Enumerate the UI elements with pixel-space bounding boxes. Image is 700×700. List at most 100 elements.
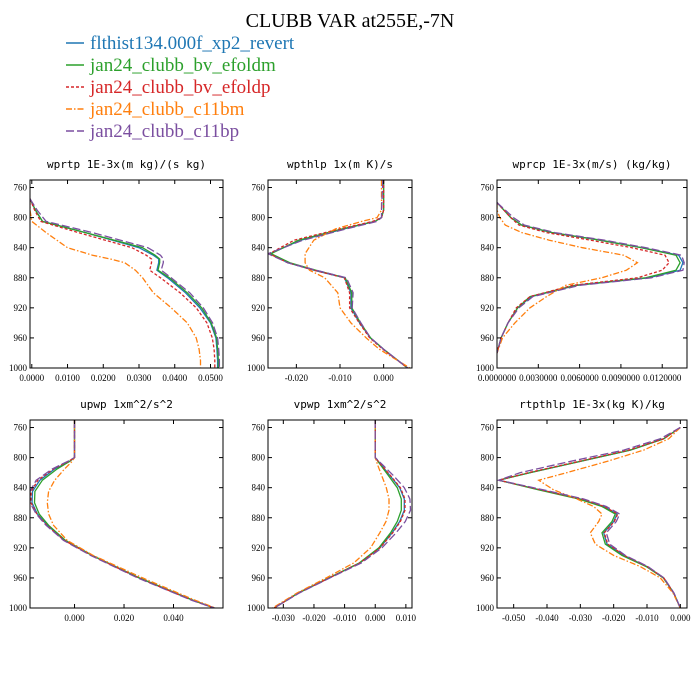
legend-entry: jan24_clubb_c11bm — [89, 99, 245, 120]
plot-frame — [267, 419, 413, 609]
plot-frame — [267, 179, 413, 369]
x-tick-label: -0.050 — [502, 613, 526, 623]
y-tick-label: 880 — [14, 513, 28, 523]
series-line-5 — [273, 420, 412, 608]
series-line-5 — [268, 180, 409, 368]
plot-frame — [29, 419, 224, 609]
x-tick-label: 0.040 — [163, 613, 184, 623]
y-tick-label: 1000 — [9, 363, 28, 373]
x-tick-label: -0.010 — [333, 613, 357, 623]
y-tick-label: 1000 — [9, 603, 28, 613]
x-tick-label: 0.0000 — [19, 373, 44, 383]
series-line-3 — [273, 420, 406, 608]
x-tick-label: 0.000 — [64, 613, 85, 623]
y-tick-label: 960 — [14, 573, 28, 583]
x-tick-label: 0.0300 — [127, 373, 152, 383]
y-tick-label: 920 — [14, 303, 28, 313]
y-tick-label: 800 — [14, 453, 28, 463]
subplot-2: wpthlp 1x(m K)/s 760 800 840 880 920 960 1000 -0… — [247, 158, 413, 383]
y-tick-label: 800 — [14, 213, 28, 223]
y-tick-label: 960 — [252, 573, 266, 583]
x-tick-label: -0.020 — [302, 613, 326, 623]
y-tick-label: 800 — [481, 453, 495, 463]
x-tick-label: 0.0500 — [198, 373, 223, 383]
y-tick-label: 840 — [14, 483, 28, 493]
y-tick-label: 880 — [252, 273, 266, 283]
series-group — [268, 180, 411, 368]
legend: flthist134.000f_xp2_revertjan24_clubb_bv… — [66, 33, 295, 142]
x-tick-label: -0.030 — [272, 613, 296, 623]
figure-title: CLUBB VAR at255E,-7N — [246, 10, 455, 32]
y-tick-label: 920 — [252, 303, 266, 313]
y-tick-label: 840 — [252, 243, 266, 253]
series-line-1 — [273, 420, 405, 608]
y-tick-label: 880 — [481, 273, 495, 283]
subplot-5: vpwp 1xm^2/s^2 760 800 840 880 920 960 1000 -0.0… — [247, 398, 416, 623]
subplot-title: wprcp 1E-3x(m/s) (kg/kg) — [513, 158, 672, 171]
x-tick-label: -0.040 — [535, 613, 559, 623]
x-tick-label: 0.010 — [396, 613, 417, 623]
y-tick-label: 920 — [14, 543, 28, 553]
y-tick-label: 800 — [481, 213, 495, 223]
x-tick-label: -0.010 — [328, 373, 352, 383]
x-tick-label: 0.000 — [365, 613, 386, 623]
y-tick-label: 920 — [252, 543, 266, 553]
series-line-2 — [269, 180, 409, 368]
y-tick-label: 1000 — [476, 603, 495, 613]
series-group — [272, 420, 412, 608]
y-tick-label: 920 — [481, 543, 495, 553]
x-tick-label: 0.0400 — [162, 373, 187, 383]
legend-entry: flthist134.000f_xp2_revert — [90, 33, 295, 54]
series-line-3 — [30, 420, 215, 608]
plot-frame — [496, 179, 688, 369]
series-line-1 — [268, 180, 409, 368]
series-group — [30, 198, 221, 368]
series-line-2 — [273, 420, 402, 608]
series-line-4 — [537, 427, 681, 608]
y-tick-label: 760 — [252, 423, 266, 433]
series-line-5 — [30, 420, 215, 608]
y-tick-label: 840 — [481, 243, 495, 253]
y-tick-label: 840 — [14, 243, 28, 253]
y-tick-label: 1000 — [247, 363, 266, 373]
legend-entry: jan24_clubb_bv_efoldm — [89, 55, 276, 76]
panels: wprtp 1E-3x(m kg)/(s kg) 760 800 840 880 920 9… — [9, 158, 691, 623]
series-line-1 — [31, 420, 215, 608]
y-tick-label: 760 — [481, 423, 495, 433]
y-tick-label: 960 — [252, 333, 266, 343]
series-group — [497, 426, 681, 608]
series-line-1 — [498, 426, 681, 608]
y-tick-label: 880 — [14, 273, 28, 283]
x-tick-label: 0.0120000 — [643, 373, 682, 383]
series-line-2 — [498, 426, 681, 608]
y-tick-label: 840 — [252, 483, 266, 493]
x-tick-label: 0.000 — [670, 613, 691, 623]
series-line-3 — [268, 180, 408, 368]
y-tick-label: 1000 — [476, 363, 495, 373]
x-tick-label: 0.0000000 — [478, 373, 517, 383]
x-tick-label: -0.030 — [569, 613, 593, 623]
x-tick-label: -0.020 — [285, 373, 309, 383]
x-tick-label: 0.0060000 — [560, 373, 599, 383]
y-tick-label: 760 — [481, 183, 495, 193]
series-line-5 — [497, 426, 681, 608]
y-tick-label: 880 — [481, 513, 495, 523]
x-tick-label: -0.010 — [635, 613, 659, 623]
series-line-3 — [497, 202, 670, 354]
y-tick-label: 800 — [252, 213, 266, 223]
x-tick-label: 0.0200 — [91, 373, 116, 383]
series-line-3 — [30, 198, 216, 368]
y-tick-label: 920 — [481, 303, 495, 313]
subplot-title: wprtp 1E-3x(m kg)/(s kg) — [47, 158, 206, 171]
plot-frame — [29, 179, 224, 369]
y-tick-label: 840 — [481, 483, 495, 493]
series-line-4 — [46, 420, 216, 608]
series-line-4 — [272, 420, 390, 608]
legend-entry: jan24_clubb_bv_efoldp — [89, 77, 270, 98]
subplot-3: wprcp 1E-3x(m/s) (kg/kg) 760 800 840 880 920 9… — [476, 158, 688, 383]
subplot-title: upwp 1xm^2/s^2 — [80, 398, 173, 411]
y-tick-label: 760 — [14, 423, 28, 433]
y-tick-label: 880 — [252, 513, 266, 523]
subplot-title: rtpthlp 1E-3x(kg K)/kg — [519, 398, 665, 411]
subplot-1: wprtp 1E-3x(m kg)/(s kg) 760 800 840 880 920 9… — [9, 158, 224, 383]
